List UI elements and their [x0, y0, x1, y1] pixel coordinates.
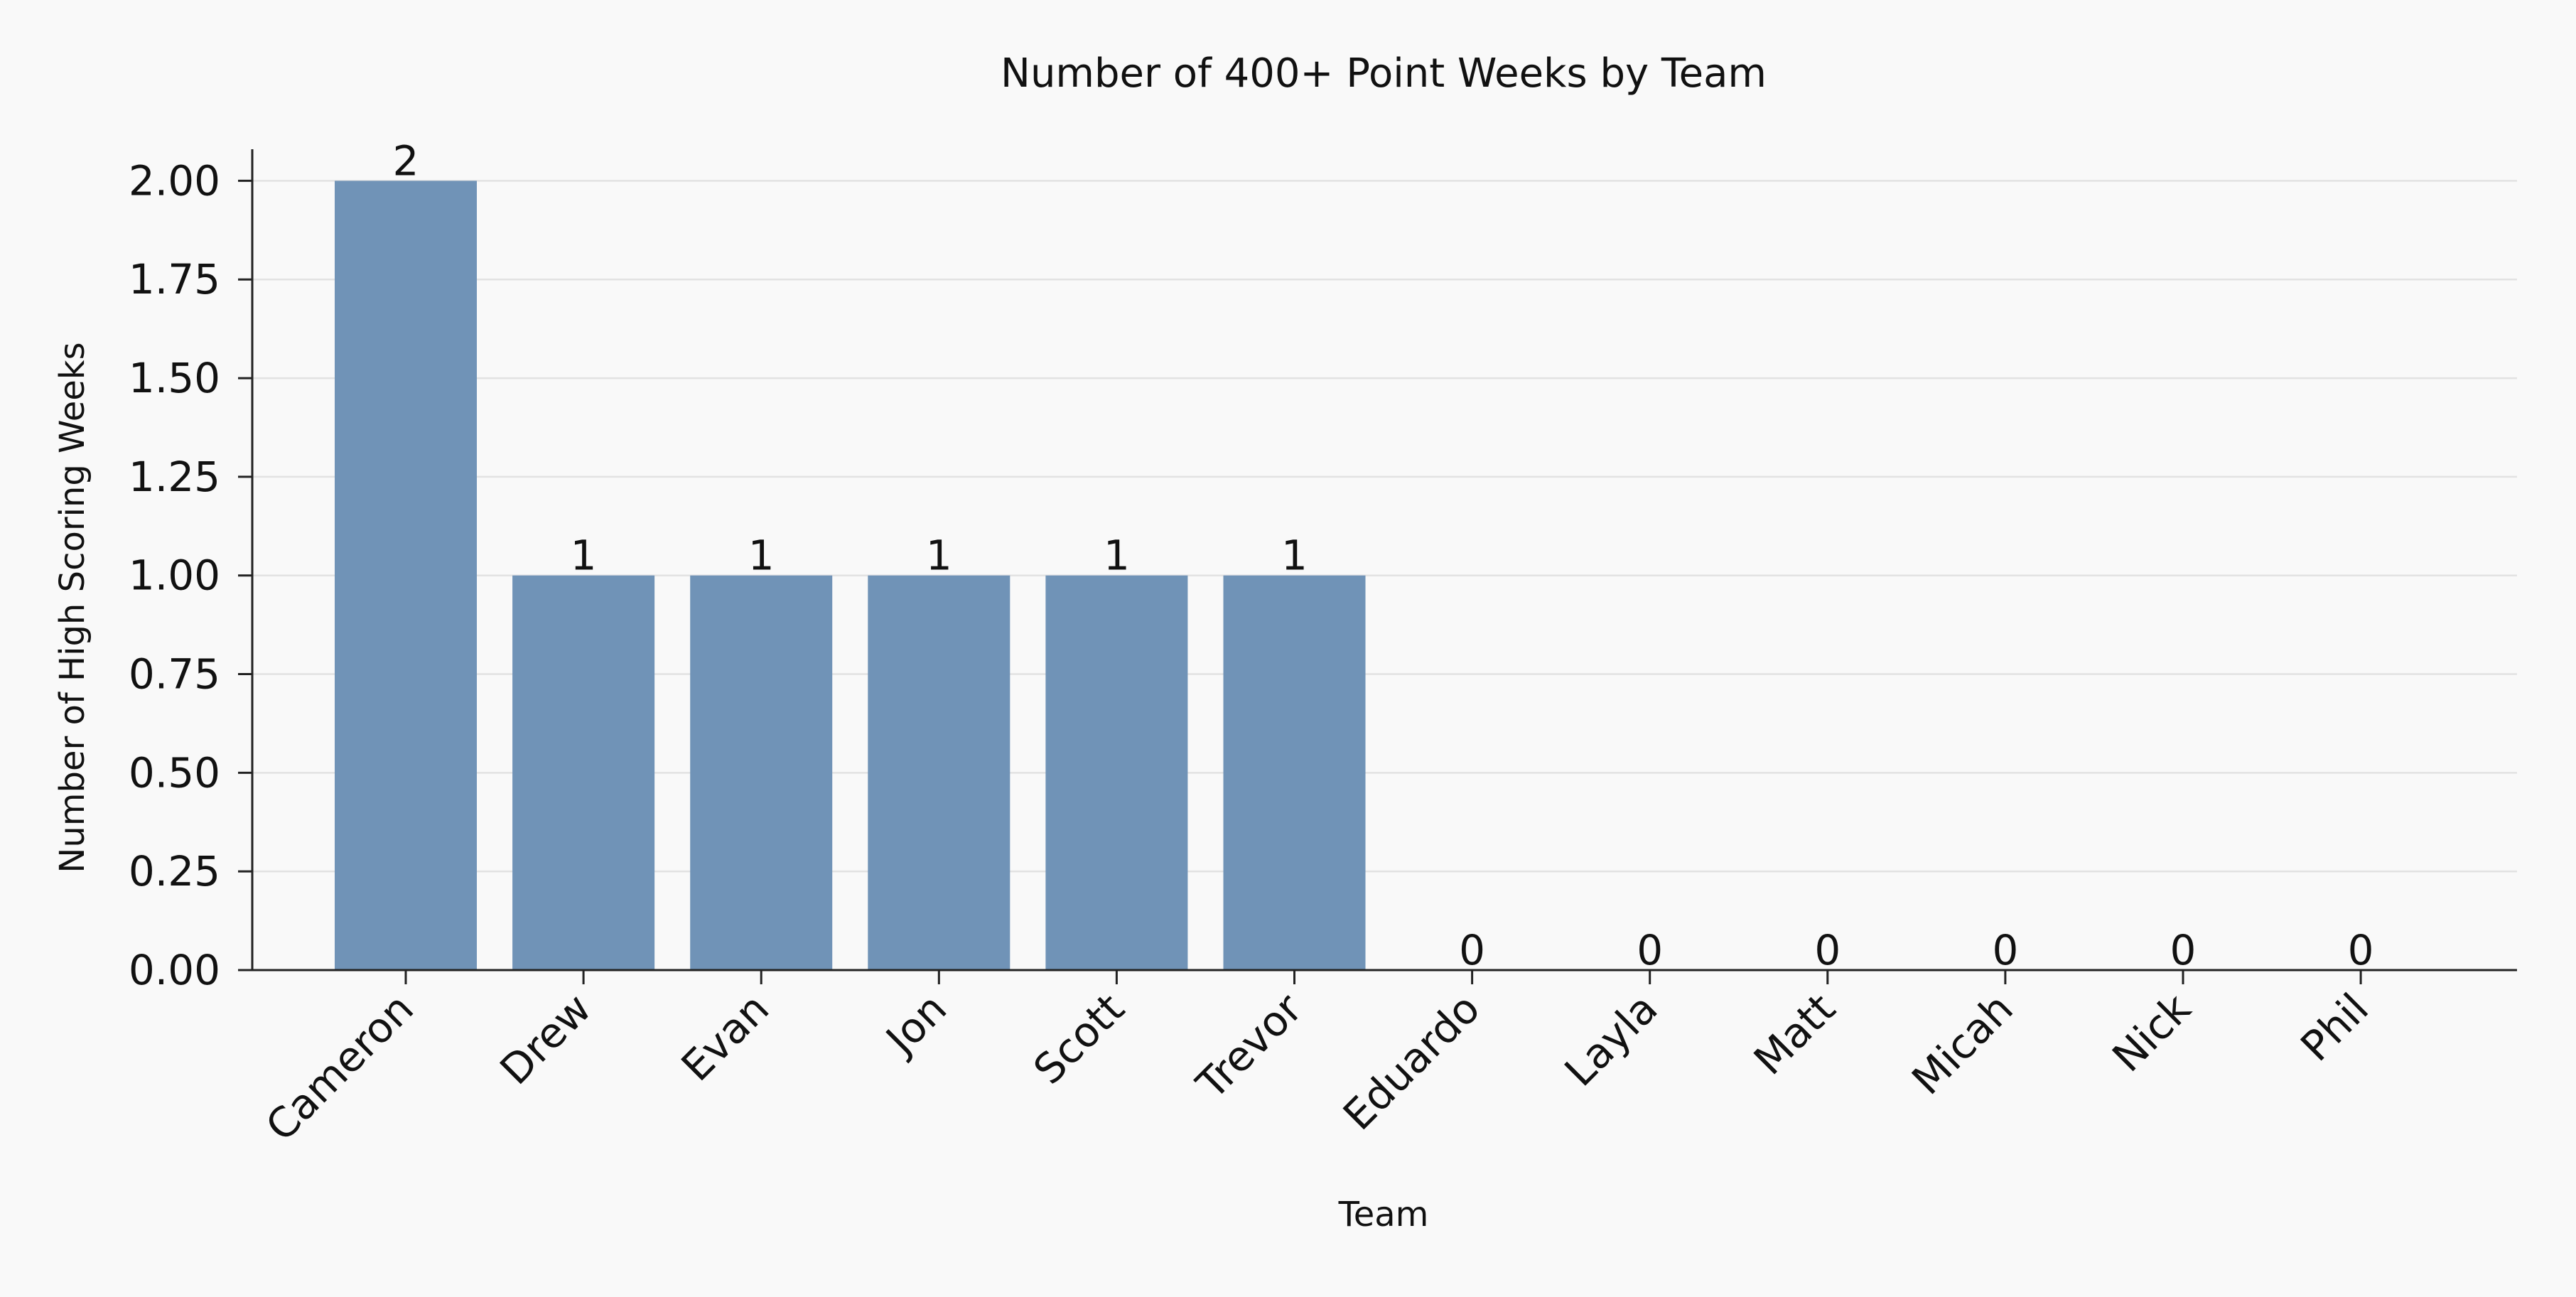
y-tick-label: 0.75 [129, 650, 220, 699]
bar-evan [690, 575, 833, 970]
y-tick-label: 2.00 [129, 156, 220, 205]
data-label: 2 [393, 136, 419, 185]
data-label: 0 [2170, 926, 2197, 974]
chart-title: Number of 400+ Point Weeks by Team [1001, 50, 1767, 97]
data-label: 0 [1459, 926, 1485, 974]
x-axis-label: Team [1338, 1195, 1429, 1234]
data-label: 0 [1814, 926, 1841, 974]
bar-jon [868, 575, 1011, 970]
data-label: 0 [1637, 926, 1663, 974]
y-tick-label: 0.50 [129, 748, 220, 797]
bar-cameron [335, 181, 477, 970]
data-label: 1 [748, 532, 775, 580]
y-tick-label: 1.75 [129, 255, 220, 303]
bar-scott [1045, 575, 1188, 970]
data-labels: 2 1 1 1 1 1 0 0 0 0 0 0 [393, 136, 2374, 974]
y-tick-label: 0.25 [129, 847, 220, 895]
y-tick-label: 0.00 [129, 946, 220, 994]
data-label: 1 [1104, 532, 1130, 580]
data-label: 0 [1992, 926, 2018, 974]
data-label: 1 [571, 532, 597, 580]
y-tick-label: 1.25 [129, 453, 220, 501]
bar-trevor [1223, 575, 1366, 970]
y-tick-label: 1.50 [129, 354, 220, 402]
bars [335, 181, 1366, 970]
data-label: 1 [926, 532, 952, 580]
data-label: 1 [1281, 532, 1308, 580]
bar-drew [512, 575, 655, 970]
y-axis-label: Number of High Scoring Weeks [53, 342, 92, 873]
y-tick-label: 1.00 [129, 551, 220, 600]
data-label: 0 [2348, 926, 2374, 974]
